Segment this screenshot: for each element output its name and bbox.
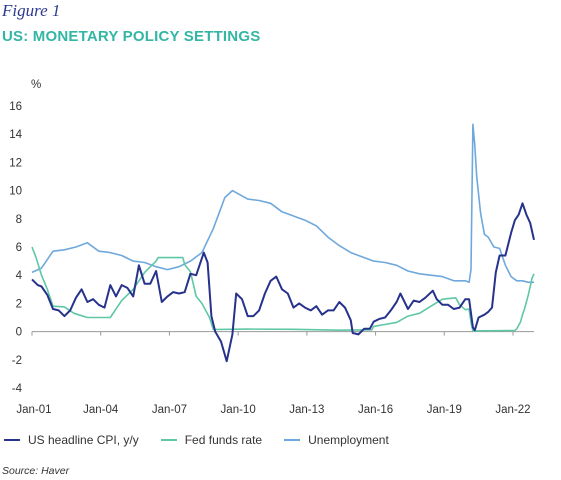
chart-title: US: MONETARY POLICY SETTINGS: [2, 28, 261, 45]
y-tick-label: 14: [9, 129, 22, 141]
series-lines: [31, 123, 535, 363]
legend-item-unemployment: Unemployment: [284, 433, 389, 447]
legend-label-unemployment: Unemployment: [308, 433, 389, 447]
legend-swatch-unemployment: [284, 439, 301, 441]
legend-item-fed-funds: Fed funds rate: [160, 433, 263, 447]
figure-label: Figure 1: [2, 1, 61, 20]
legend-swatch-fed-funds: [160, 439, 177, 441]
y-tick-label: -2: [12, 355, 22, 367]
legend-item-cpi: US headline CPI, y/y: [4, 433, 139, 447]
y-tick-label: 8: [16, 214, 22, 226]
legend-label-cpi: US headline CPI, y/y: [28, 433, 139, 447]
y-axis-ticks: -4 -2 0 2 4 6 8 10 12 14 16: [9, 101, 22, 395]
y-tick-label: 12: [9, 157, 22, 169]
x-axis-ticks: Jan-01 Jan-04 Jan-07 Jan-10 Jan-13 Jan-16 Jan-…: [16, 331, 531, 416]
legend: US headline CPI, y/y Fed funds rate Unem…: [4, 433, 411, 447]
x-tick-label: Jan-19: [427, 404, 462, 416]
legend-swatch-cpi: [4, 439, 20, 441]
y-tick-label: 2: [16, 298, 22, 310]
y-tick-label: 6: [16, 242, 22, 254]
y-axis-unit-label: %: [31, 79, 41, 91]
x-tick-label: Jan-22: [495, 404, 530, 416]
series-line-fed-funds: [31, 246, 535, 332]
x-tick-label: Jan-13: [289, 404, 324, 416]
series-line-unemployment: [31, 123, 534, 284]
x-tick-label: Jan-07: [152, 404, 187, 416]
source-note: Source: Haver: [2, 465, 70, 477]
y-tick-label: 16: [9, 101, 22, 113]
x-tick-label: Jan-16: [358, 404, 393, 416]
y-tick-label: 10: [9, 186, 22, 198]
series-line-cpi: [31, 202, 535, 363]
y-tick-label: -4: [12, 383, 23, 395]
legend-label-fed-funds: Fed funds rate: [184, 433, 263, 447]
x-tick-label: Jan-04: [83, 404, 119, 416]
y-tick-label: 0: [16, 327, 22, 339]
y-tick-label: 4: [16, 270, 23, 282]
x-tick-label: Jan-10: [221, 404, 256, 416]
x-tick-label: Jan-01: [16, 404, 51, 416]
